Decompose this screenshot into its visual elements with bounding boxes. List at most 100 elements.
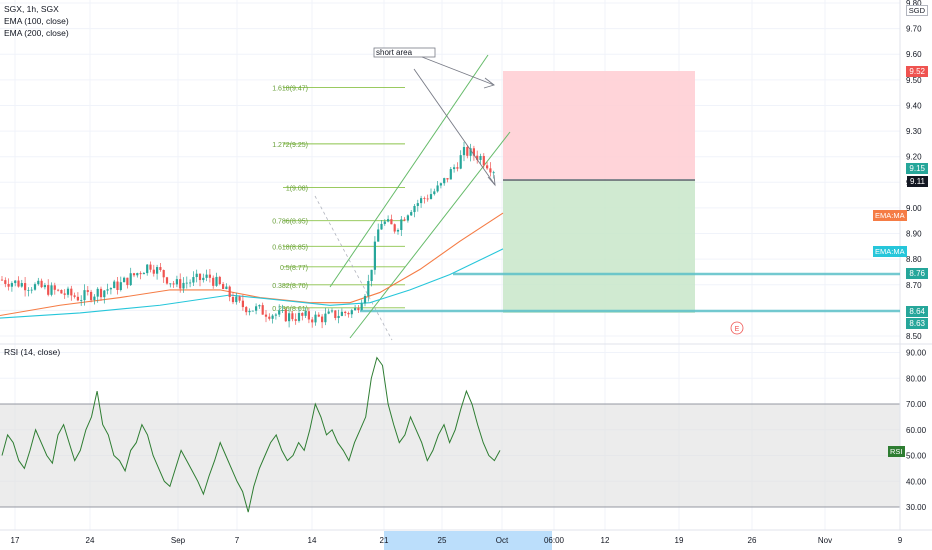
candle[interactable] <box>66 286 70 298</box>
candle[interactable] <box>370 269 373 287</box>
candle[interactable] <box>83 284 86 306</box>
candle[interactable] <box>278 304 281 318</box>
candle[interactable] <box>294 313 297 325</box>
candle[interactable] <box>96 287 99 303</box>
candle[interactable] <box>241 294 244 311</box>
candle[interactable] <box>301 312 304 321</box>
candle[interactable] <box>258 304 261 309</box>
candle[interactable] <box>268 313 271 321</box>
candle[interactable] <box>383 219 386 226</box>
candle[interactable] <box>248 308 251 316</box>
candle[interactable] <box>202 273 205 283</box>
candle[interactable] <box>43 282 46 290</box>
candle[interactable] <box>106 283 109 295</box>
candle[interactable] <box>436 181 439 193</box>
candle[interactable] <box>218 275 221 286</box>
candle[interactable] <box>47 279 50 297</box>
candle[interactable] <box>189 279 192 288</box>
candle[interactable] <box>423 196 426 204</box>
candle[interactable] <box>393 223 396 234</box>
candle[interactable] <box>60 289 63 294</box>
candle[interactable] <box>377 223 380 242</box>
candle[interactable] <box>20 279 23 288</box>
candle[interactable] <box>119 276 122 292</box>
candle[interactable] <box>228 285 231 302</box>
candle[interactable] <box>410 209 413 217</box>
candle[interactable] <box>175 275 178 288</box>
candle[interactable] <box>169 283 172 288</box>
candle[interactable] <box>53 282 56 295</box>
candle[interactable] <box>453 164 456 173</box>
candle[interactable] <box>132 272 136 278</box>
candle[interactable] <box>420 195 423 208</box>
fib-retracement[interactable]: 1.618(9.47) 1.272(9.25) 1(9.08) 0.786(8.95)… <box>272 86 405 313</box>
candle[interactable] <box>327 308 330 315</box>
candle[interactable] <box>466 145 469 159</box>
candle[interactable] <box>357 305 360 314</box>
candle[interactable] <box>231 292 235 305</box>
candle[interactable] <box>344 310 347 317</box>
candle[interactable] <box>482 153 485 168</box>
candle[interactable] <box>307 307 310 324</box>
candle[interactable] <box>70 285 73 301</box>
candle[interactable] <box>73 292 76 299</box>
candle[interactable] <box>50 282 53 297</box>
candle[interactable] <box>182 277 185 293</box>
candle[interactable] <box>330 308 334 314</box>
candle[interactable] <box>57 288 60 292</box>
candle[interactable] <box>198 273 202 287</box>
candle[interactable] <box>360 299 363 311</box>
legend-rsi[interactable]: RSI (14, close) <box>4 347 61 357</box>
candle[interactable] <box>37 277 40 286</box>
candle[interactable] <box>212 275 215 289</box>
candle[interactable] <box>304 307 307 318</box>
candle[interactable] <box>76 292 79 302</box>
candle[interactable] <box>413 203 416 218</box>
candle[interactable] <box>14 280 17 287</box>
candle[interactable] <box>297 308 301 323</box>
short-stop-zone[interactable] <box>503 180 695 313</box>
candle[interactable] <box>288 309 291 328</box>
candle[interactable] <box>492 170 495 179</box>
candle[interactable] <box>192 271 195 287</box>
candle[interactable] <box>245 306 248 316</box>
candle[interactable] <box>387 215 390 223</box>
candle[interactable] <box>93 294 96 305</box>
candle[interactable] <box>215 272 218 287</box>
candle[interactable] <box>103 289 106 304</box>
candle[interactable] <box>126 277 129 289</box>
candle[interactable] <box>195 269 198 283</box>
candle[interactable] <box>281 304 284 313</box>
candle[interactable] <box>261 302 264 315</box>
rsi-axis[interactable]: 90.00 80.00 70.00 60.00 50.00 40.00 30.00 <box>906 349 927 513</box>
candle[interactable] <box>40 278 43 289</box>
candle[interactable] <box>284 308 287 323</box>
candle[interactable] <box>139 271 142 280</box>
candle[interactable] <box>255 303 258 315</box>
channel-lower-line[interactable] <box>349 131 511 339</box>
candle[interactable] <box>24 277 27 297</box>
candle[interactable] <box>367 274 370 302</box>
earnings-marker-icon[interactable] <box>730 321 744 335</box>
candle[interactable] <box>165 276 169 285</box>
candle[interactable] <box>314 311 317 326</box>
candle[interactable] <box>291 310 294 322</box>
candle[interactable] <box>486 162 489 170</box>
candle[interactable] <box>462 141 466 162</box>
candle[interactable] <box>179 273 182 293</box>
candle[interactable] <box>426 194 429 202</box>
candle[interactable] <box>123 276 126 283</box>
annotation-arrow-2[interactable] <box>413 68 496 186</box>
candle[interactable] <box>113 279 116 289</box>
candle[interactable] <box>86 286 89 296</box>
candle[interactable] <box>373 236 376 275</box>
candle[interactable] <box>235 292 238 305</box>
candle[interactable] <box>33 282 37 291</box>
candle[interactable] <box>446 178 449 183</box>
candle[interactable] <box>156 264 159 280</box>
candle[interactable] <box>456 162 459 172</box>
candle[interactable] <box>416 199 419 212</box>
candle[interactable] <box>354 304 357 311</box>
candle[interactable] <box>479 153 482 164</box>
candle[interactable] <box>396 228 400 235</box>
